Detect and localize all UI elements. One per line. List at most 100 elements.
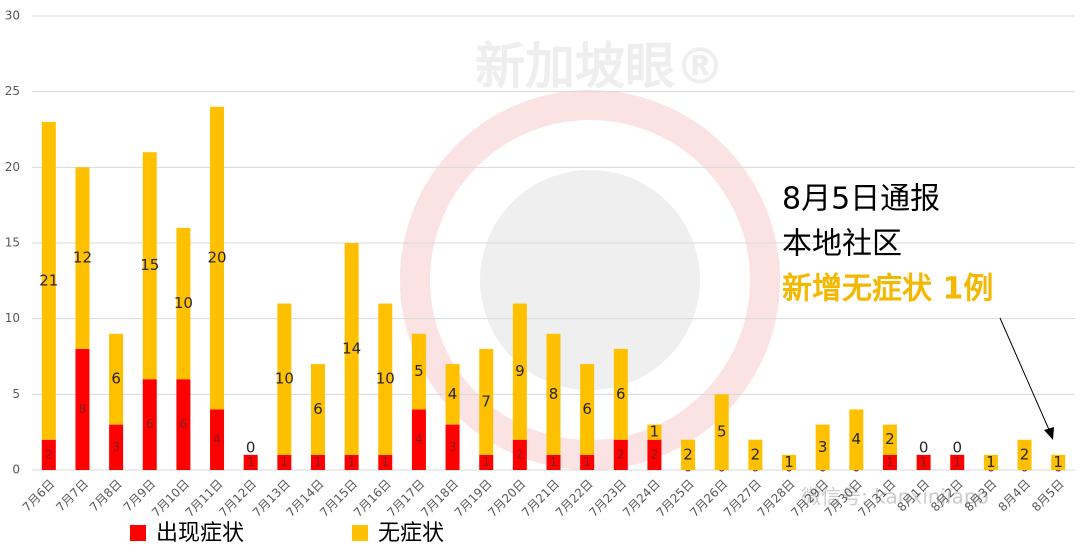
y-tick-label: 30 (5, 9, 20, 23)
y-tick-label: 25 (5, 84, 20, 98)
data-label: 8 (79, 402, 87, 416)
data-label: 4 (448, 385, 458, 403)
bar-segment (75, 167, 90, 349)
bar-segment (109, 424, 124, 470)
bar-segment (75, 348, 90, 470)
legend-swatch (352, 525, 368, 541)
bar-segment (714, 394, 729, 470)
data-label: 3 (818, 438, 828, 456)
data-label: 9 (515, 362, 525, 380)
y-tick-label: 10 (5, 311, 20, 325)
bar-segment (310, 454, 325, 470)
data-label: 8 (549, 385, 559, 403)
bar-segment (479, 348, 494, 455)
bar-segment (479, 454, 494, 470)
annotation: 本地社区 (782, 227, 902, 262)
data-label: 1 (314, 455, 322, 469)
data-label: 1 (550, 455, 558, 469)
watermark: 微信号: kanxinjiapo (801, 485, 989, 509)
bar-segment (613, 439, 628, 470)
bar-segment (916, 454, 931, 470)
data-label: 1 (986, 453, 996, 471)
data-label: 1 (920, 455, 928, 469)
data-label: 3 (449, 440, 457, 454)
data-label: 7 (481, 392, 491, 410)
bar-segment (882, 424, 897, 455)
data-label: 4 (213, 432, 221, 446)
data-label: 1 (886, 455, 894, 469)
bar-segment (815, 424, 830, 470)
data-label: 5 (414, 362, 424, 380)
bar-segment (142, 152, 157, 380)
arrow (999, 317, 1051, 433)
data-label: 10 (275, 370, 294, 388)
legend-label: 无症状 (378, 521, 444, 546)
legend-swatch (130, 525, 146, 541)
bar-segment (1017, 439, 1032, 470)
data-label: 2 (885, 430, 895, 448)
data-label: 2 (751, 445, 761, 463)
data-label: 3 (112, 440, 120, 454)
data-label: 14 (342, 339, 361, 357)
bar-segment (950, 454, 965, 470)
bar-segment (41, 439, 56, 470)
data-label: 6 (313, 400, 323, 418)
bar-segment (681, 439, 696, 470)
bar-segment (176, 379, 191, 470)
bar-segment (546, 454, 561, 470)
data-label: 1 (348, 455, 356, 469)
bar-segment (378, 303, 393, 455)
data-label: 6 (111, 370, 121, 388)
data-label: 1 (953, 455, 961, 469)
arrow-head (1044, 427, 1054, 440)
bar-segment (41, 121, 56, 440)
bar-segment (142, 379, 157, 470)
data-label: 15 (140, 256, 159, 274)
bar-segment (512, 303, 527, 440)
annotation: 新增无症状 1例 (782, 272, 993, 307)
data-label: 6 (180, 417, 188, 431)
bar-segment (277, 303, 292, 455)
data-label: 2 (516, 447, 524, 461)
data-label: 12 (73, 249, 92, 267)
data-label: 10 (376, 370, 395, 388)
bar-segment (983, 454, 998, 470)
bar-segment (647, 439, 662, 470)
data-label: 2 (651, 447, 659, 461)
bar-segment (310, 364, 325, 455)
data-label: 0 (246, 438, 256, 456)
data-label: 1 (650, 423, 660, 441)
legend-label: 出现症状 (156, 521, 244, 546)
data-label: 6 (582, 400, 592, 418)
data-label: 2 (683, 445, 693, 463)
bar-segment (109, 333, 124, 425)
bar-segment (849, 409, 864, 470)
bar-segment (647, 424, 662, 440)
bar-segment (445, 424, 460, 470)
bar-segment (243, 454, 258, 470)
data-label: 21 (39, 271, 58, 289)
bar-segment (378, 454, 393, 470)
data-label: 4 (415, 432, 423, 446)
bar-segment (411, 409, 426, 470)
data-label: 1 (281, 455, 289, 469)
bar-segment (210, 106, 225, 410)
data-label: 1 (1053, 453, 1063, 471)
data-label: 10 (174, 294, 193, 312)
bar-segment (748, 439, 763, 470)
data-label: 1 (482, 455, 490, 469)
bar-segment (512, 439, 527, 470)
watermark: 新加坡眼® (475, 38, 725, 96)
bar-segment (580, 454, 595, 470)
bar-segment (411, 333, 426, 410)
bar-segment (210, 409, 225, 470)
bar-segment (613, 348, 628, 440)
bar-segment (580, 364, 595, 455)
watermark-disc (480, 170, 700, 390)
y-tick-label: 0 (12, 463, 20, 477)
data-label: 0 (952, 438, 962, 456)
bar-segment (1051, 454, 1066, 470)
y-tick-label: 15 (5, 236, 20, 250)
data-label: 1 (784, 453, 794, 471)
